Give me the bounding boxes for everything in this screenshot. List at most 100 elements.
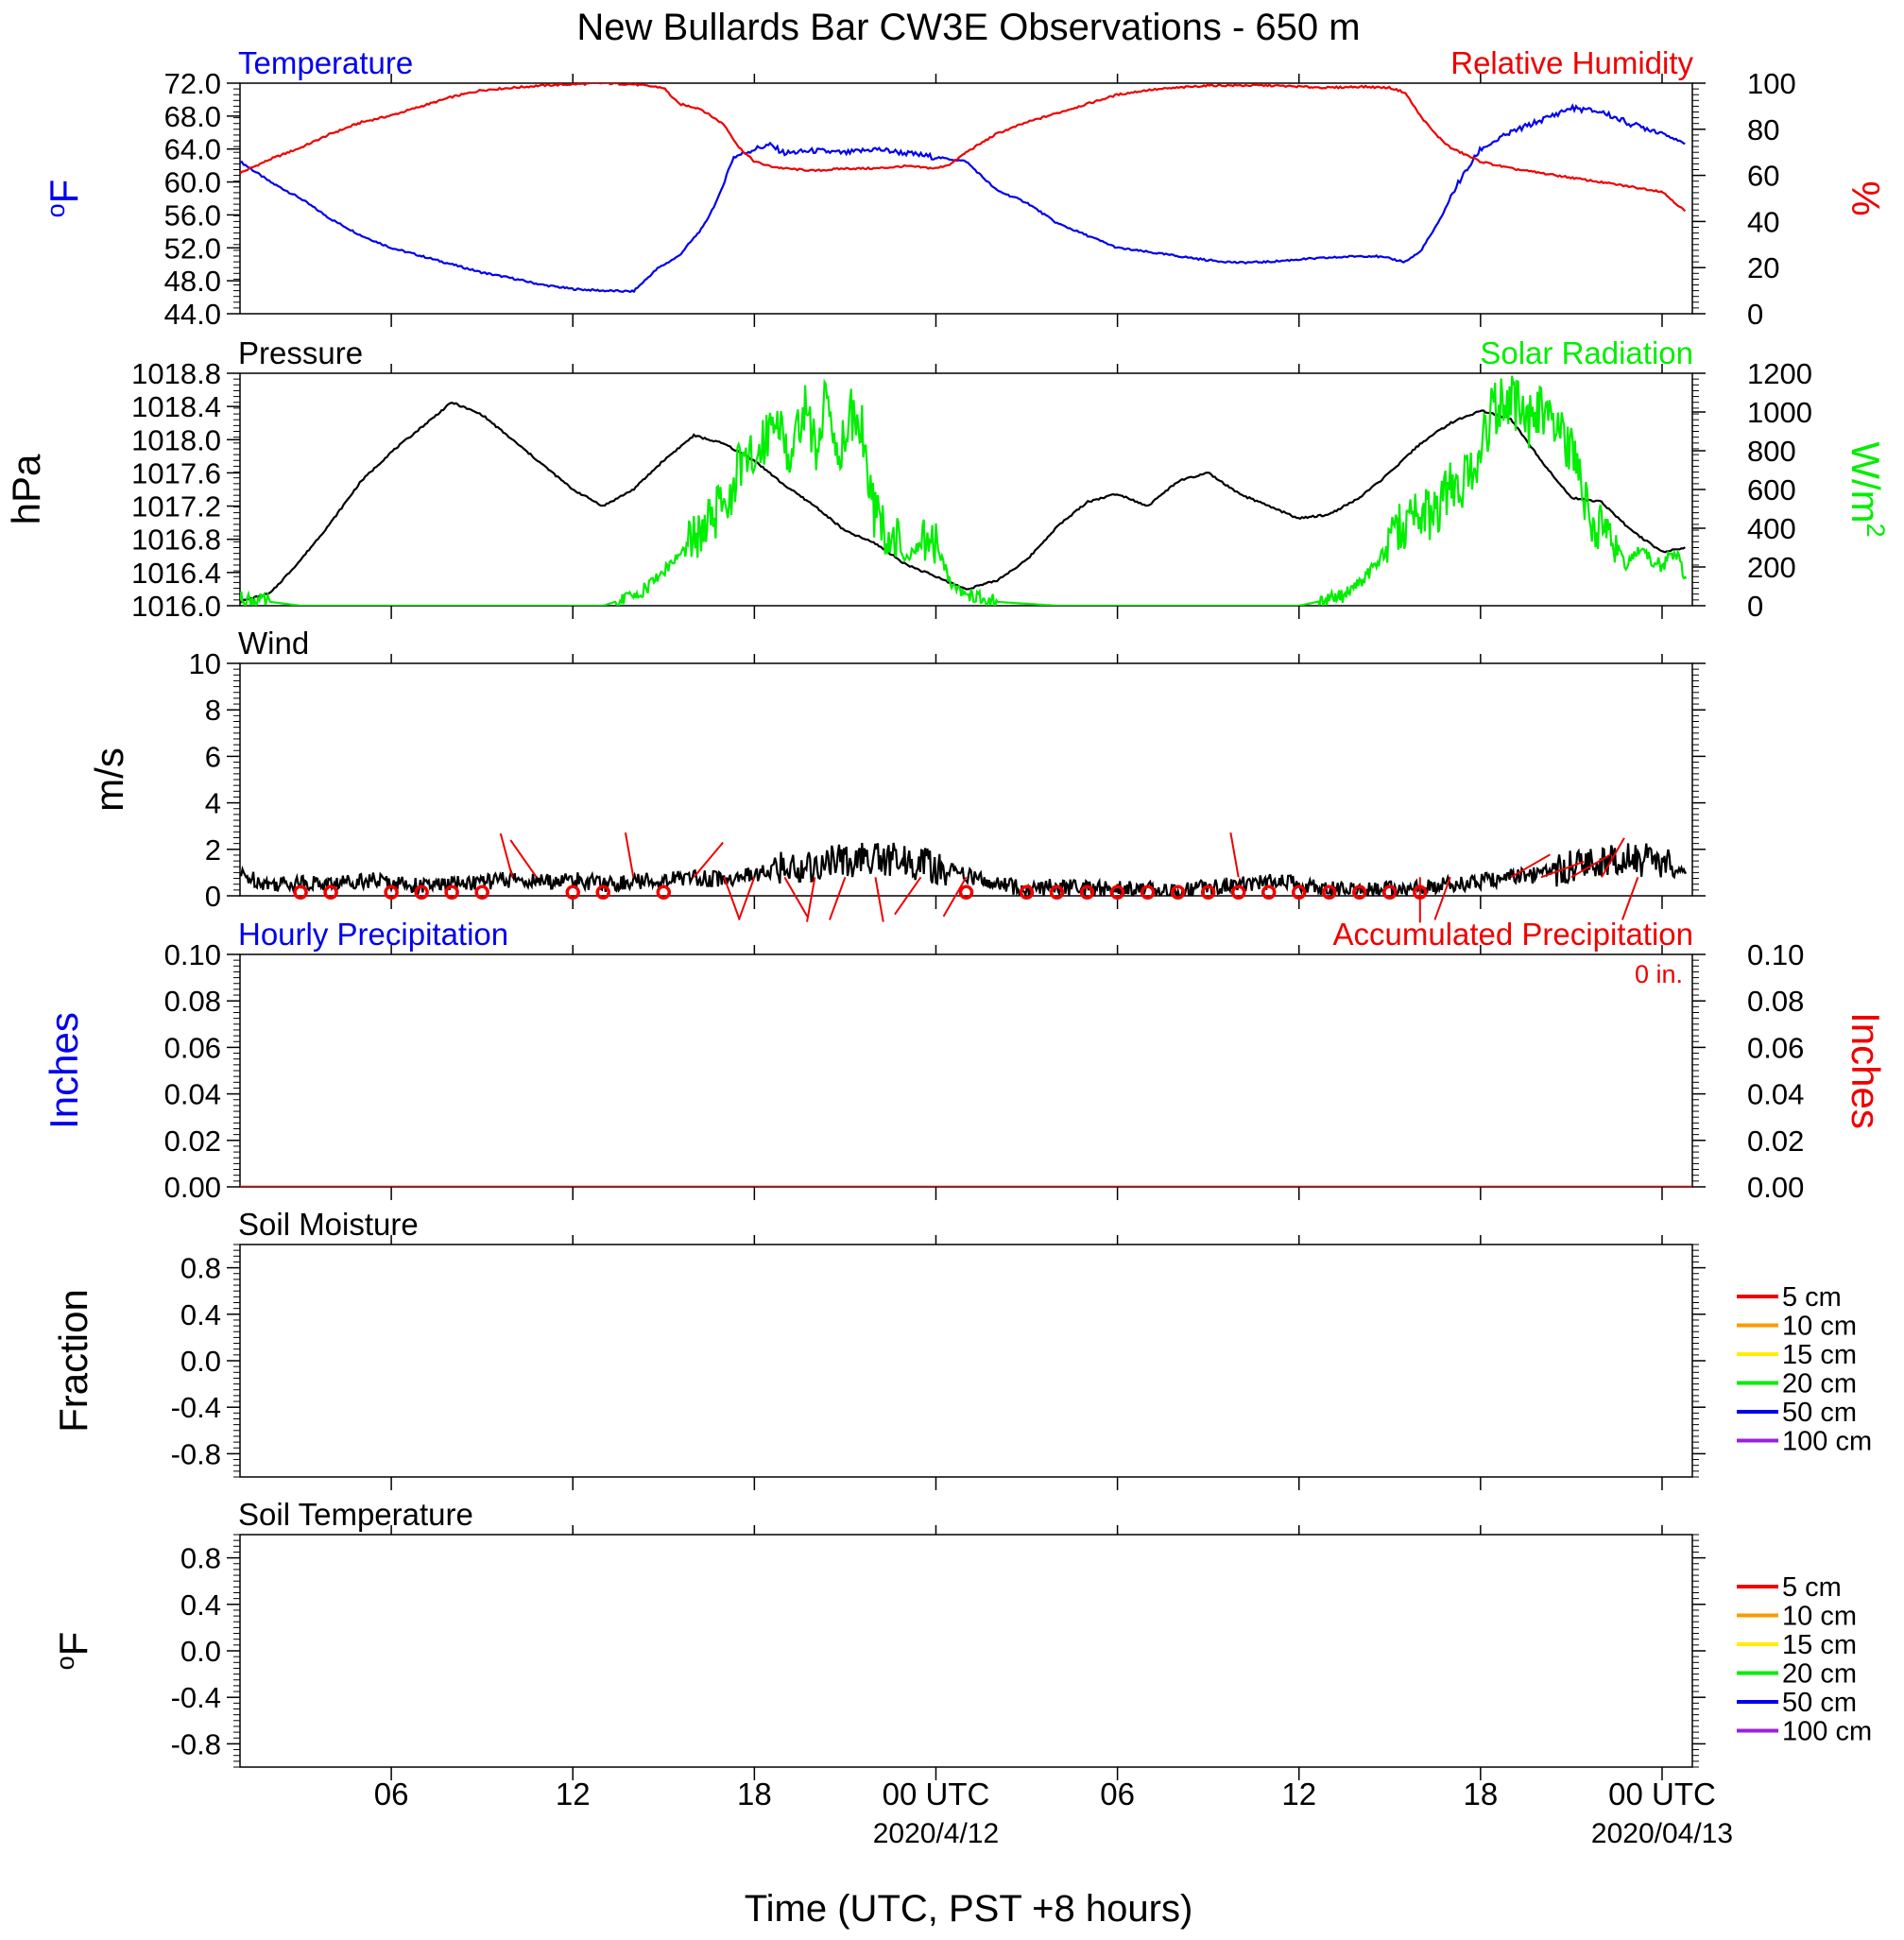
- right-tick-label: 400: [1747, 512, 1796, 545]
- series-line-temperature: [240, 103, 1686, 294]
- left-tick-label: 0.02: [164, 1125, 221, 1158]
- left-tick-label: 1018.0: [131, 423, 221, 456]
- right-tick-label: 0.06: [1747, 1031, 1804, 1064]
- left-tick-label: 0.4: [180, 1298, 221, 1331]
- panel-frame: [239, 1244, 1693, 1478]
- right-axis-label: W/m2: [1844, 441, 1890, 537]
- left-tick-label: 1016.4: [131, 557, 221, 590]
- left-axis-label: hPa: [4, 454, 48, 524]
- right-tick-label: 1200: [1747, 357, 1812, 390]
- panel-left-title: Pressure: [238, 335, 363, 370]
- right-tick-label: 200: [1747, 551, 1796, 584]
- left-tick-label: 48.0: [164, 265, 221, 298]
- left-axis-label: oF: [51, 1632, 95, 1671]
- right-tick-label: 0.00: [1747, 1171, 1804, 1204]
- right-axis-label: Inches: [1844, 1012, 1888, 1129]
- left-tick-label: 0.10: [164, 938, 221, 971]
- left-tick-label: 8: [205, 694, 221, 727]
- panel-left-title: Soil Moisture: [238, 1207, 419, 1242]
- left-tick-label: -0.8: [171, 1437, 221, 1470]
- left-tick-label: 0.0: [180, 1345, 221, 1378]
- x-tick-date-label: 2020/04/13: [1591, 1818, 1733, 1849]
- calm-wind-circle: [444, 884, 459, 901]
- left-tick-label: 0.4: [180, 1588, 221, 1622]
- left-tick-label: 0: [205, 880, 221, 913]
- calm-wind-circle: [1049, 884, 1065, 901]
- panel-frame: [239, 953, 1693, 1188]
- legend-label: 50 cm: [1782, 1398, 1857, 1428]
- panel-wind: 0 2 4 6 8 10 Wind m/s: [87, 626, 1706, 923]
- calm-wind-circle: [474, 884, 489, 901]
- x-tick-label: 18: [737, 1777, 772, 1811]
- calm-wind-circle: [1200, 884, 1216, 901]
- series-line-humidity: [240, 83, 1687, 213]
- left-tick-label: 6: [205, 740, 221, 773]
- wind-barb: [942, 876, 968, 918]
- right-tick-label: 600: [1747, 473, 1796, 506]
- wind-barb: [806, 877, 816, 922]
- left-tick-label: 0.06: [164, 1031, 221, 1064]
- accumulated-total-label: 0 in.: [1635, 960, 1683, 988]
- left-axis-label: m/s: [87, 747, 131, 812]
- calm-wind-circle: [958, 884, 974, 901]
- right-tick-label: 0.04: [1747, 1078, 1804, 1111]
- wind-barb: [1433, 876, 1451, 920]
- right-tick-label: 0.02: [1747, 1125, 1804, 1158]
- panel-precipitation: 0.00 0.02 0.04 0.06 0.08 0.10 0.00 0.02 0.04 0.06…: [42, 917, 1888, 1204]
- right-tick-label: 100: [1747, 67, 1796, 100]
- panel-frame: [239, 1534, 1693, 1768]
- legend-label: 5 cm: [1782, 1572, 1842, 1603]
- calm-wind-circle: [1079, 884, 1095, 901]
- wind-barb: [1601, 837, 1625, 878]
- series-line-wind: [240, 842, 1687, 896]
- calm-wind-circle: [1170, 884, 1186, 901]
- panel-frame: [239, 82, 1693, 315]
- left-tick-label: 60.0: [164, 166, 221, 199]
- right-tick-label: 800: [1747, 435, 1796, 468]
- wind-barb: [1540, 860, 1585, 879]
- panel-left-title: Soil Temperature: [238, 1497, 473, 1532]
- left-tick-label: 0.0: [180, 1635, 221, 1668]
- left-tick-label: -0.4: [171, 1391, 221, 1424]
- legend-label: 100 cm: [1782, 1717, 1872, 1747]
- legend-label: 10 cm: [1782, 1312, 1857, 1342]
- wind-barb: [783, 876, 809, 918]
- left-tick-label: 2: [205, 833, 221, 867]
- wind-barb: [737, 876, 756, 920]
- panel-pressure-solar: 1016.01016.41016.81017.21017.61018.01018…: [4, 335, 1890, 623]
- calm-wind-circle: [1322, 884, 1337, 901]
- calm-wind-circle: [1019, 884, 1035, 901]
- panel-soil-moisture: -0.8 -0.4 0.0 0.4 0.8 Soil Moisture Fraction 5 …: [51, 1207, 1872, 1490]
- panel-frame: [239, 662, 1693, 897]
- left-tick-label: 10: [189, 647, 221, 680]
- right-tick-label: 40: [1747, 205, 1779, 238]
- x-tick-label: 12: [556, 1777, 591, 1811]
- left-tick-label: 52.0: [164, 232, 221, 265]
- wind-barb: [894, 876, 922, 916]
- wind-barb: [509, 839, 538, 878]
- calm-wind-circle: [656, 884, 672, 901]
- series-line-pressure: [240, 402, 1686, 604]
- left-tick-label: 0.8: [180, 1252, 221, 1285]
- panel-frame: [239, 372, 1693, 607]
- x-tick-date-label: 2020/4/12: [873, 1818, 999, 1849]
- panel-left-title: Hourly Precipitation: [238, 917, 508, 952]
- left-tick-label: -0.4: [171, 1681, 221, 1714]
- left-axis-label: Inches: [42, 1012, 86, 1129]
- calm-wind-circle: [293, 884, 308, 901]
- left-tick-label: 1016.0: [131, 590, 221, 623]
- wind-barb: [1621, 876, 1639, 920]
- left-axis-label: Fraction: [51, 1289, 95, 1433]
- calm-wind-circle: [595, 884, 610, 901]
- wind-barb: [829, 876, 847, 920]
- left-tick-label: 72.0: [164, 67, 221, 100]
- legend-label: 15 cm: [1782, 1630, 1857, 1660]
- right-tick-label: 0.08: [1747, 985, 1804, 1018]
- left-tick-label: 0.04: [164, 1078, 221, 1111]
- right-tick-label: 0: [1747, 590, 1763, 623]
- left-tick-label: 0.8: [180, 1542, 221, 1575]
- panel-temperature-humidity: 44.048.052.056.060.064.068.072.0 0 20 40 60 8…: [42, 45, 1888, 331]
- left-tick-label: 64.0: [164, 133, 221, 166]
